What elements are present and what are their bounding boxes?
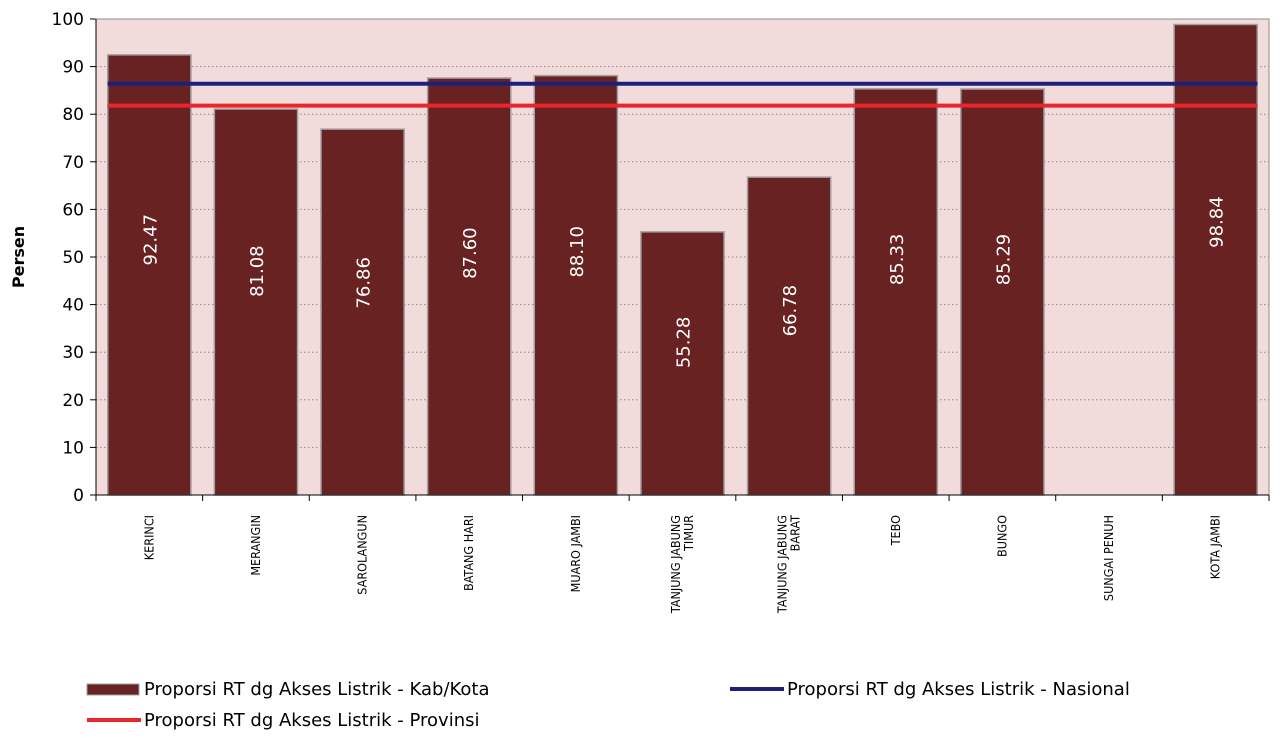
x-tick-label: SAROLANGUN <box>355 515 370 595</box>
value-labels: 92.47 81.08 76.86 87.60 88.10 55.28 66.78 85.33… <box>140 196 1227 368</box>
bar <box>320 128 405 496</box>
legend-bar-swatch <box>86 683 140 696</box>
x-tick-label: TANJUNG JABUNG <box>775 515 790 614</box>
x-tick-label: TANJUNG JABUNG <box>668 515 683 614</box>
legend-label: Proporsi RT dg Akses Listrik - Nasional <box>787 679 1130 700</box>
y-tick-label: 90 <box>62 58 84 78</box>
bar <box>533 74 619 496</box>
x-tick-label: SUNGAI PENUH <box>1101 515 1116 601</box>
bar <box>640 231 725 496</box>
data-label: 55.28 <box>674 317 695 369</box>
x-tick-label: BATANG HARI <box>461 515 476 591</box>
axes: 0 10 20 30 40 50 60 70 80 90 100 KERINCI MERANGIN SAR… <box>52 10 1270 614</box>
x-tick-label: MERANGIN <box>248 515 263 576</box>
data-label: 88.10 <box>567 226 588 278</box>
bar <box>1173 23 1259 496</box>
data-label: 92.47 <box>140 214 161 266</box>
y-tick-label: 10 <box>62 438 84 458</box>
x-tick-label: MUARO JAMBI <box>568 515 583 592</box>
data-label: 98.84 <box>1207 196 1228 248</box>
y-tick-label: 70 <box>62 153 84 173</box>
data-label: 85.33 <box>887 234 908 286</box>
y-tick-label: 50 <box>62 248 84 268</box>
y-tick-label: 60 <box>62 200 84 220</box>
x-tick-label: KERINCI <box>141 515 156 560</box>
y-axis-label: Persen <box>9 226 28 288</box>
bar <box>426 77 512 496</box>
x-tick-label: TIMUR <box>681 515 696 552</box>
legend-label: Proporsi RT dg Akses Listrik - Provinsi <box>144 710 480 731</box>
bar <box>853 88 939 496</box>
y-tick-label: 0 <box>73 486 84 506</box>
bar <box>960 88 1045 496</box>
data-label: 66.78 <box>780 285 801 337</box>
y-tick-label: 30 <box>62 343 84 363</box>
y-tick-label: 40 <box>62 296 84 316</box>
data-label: 87.60 <box>460 227 481 279</box>
data-label: 76.86 <box>354 257 375 309</box>
data-label: 85.29 <box>993 234 1014 286</box>
x-tick-label: BUNGO <box>994 515 1009 557</box>
bar <box>213 108 299 496</box>
reference-lines <box>107 81 1258 108</box>
x-tick-label: KOTA JAMBI <box>1208 515 1223 579</box>
y-tick-label: 20 <box>62 391 84 411</box>
bar <box>106 54 192 496</box>
x-tick-label: TEBO <box>888 515 903 546</box>
y-tick-label: 80 <box>62 105 84 125</box>
y-tick-label: 100 <box>52 10 84 30</box>
bars <box>106 23 1259 496</box>
legend: Proporsi RT dg Akses Listrik - Kab/Kota P… <box>86 679 1130 731</box>
x-tick-label: BARAT <box>788 515 803 551</box>
legend-label: Proporsi RT dg Akses Listrik - Kab/Kota <box>144 679 490 700</box>
data-label: 81.08 <box>247 245 268 297</box>
